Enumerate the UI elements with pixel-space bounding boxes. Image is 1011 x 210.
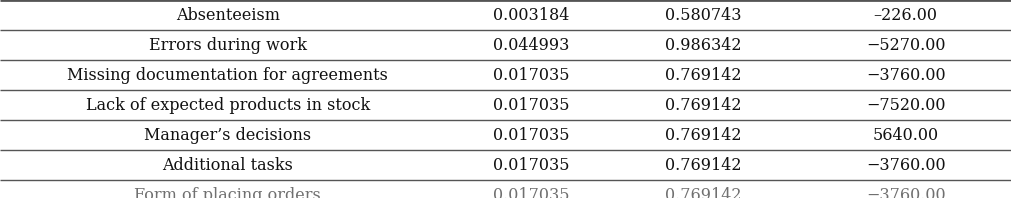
- Text: 0.017035: 0.017035: [492, 186, 569, 203]
- Text: 0.769142: 0.769142: [664, 156, 741, 173]
- Text: 0.769142: 0.769142: [664, 186, 741, 203]
- Text: 0.017035: 0.017035: [492, 126, 569, 143]
- Text: −3760.00: −3760.00: [865, 186, 944, 203]
- Text: 0.986342: 0.986342: [664, 37, 741, 54]
- Text: Missing documentation for agreements: Missing documentation for agreements: [67, 67, 388, 84]
- Text: −7520.00: −7520.00: [865, 97, 944, 113]
- Text: 0.769142: 0.769142: [664, 97, 741, 113]
- Text: 0.017035: 0.017035: [492, 156, 569, 173]
- Text: Lack of expected products in stock: Lack of expected products in stock: [86, 97, 369, 113]
- Text: 0.769142: 0.769142: [664, 67, 741, 84]
- Text: 5640.00: 5640.00: [871, 126, 938, 143]
- Text: 0.044993: 0.044993: [492, 37, 569, 54]
- Text: 0.769142: 0.769142: [664, 126, 741, 143]
- Text: −3760.00: −3760.00: [865, 156, 944, 173]
- Text: Absenteeism: Absenteeism: [176, 7, 279, 24]
- Text: 0.580743: 0.580743: [664, 7, 741, 24]
- Text: Manager’s decisions: Manager’s decisions: [144, 126, 311, 143]
- Text: 0.017035: 0.017035: [492, 97, 569, 113]
- Text: 0.003184: 0.003184: [492, 7, 569, 24]
- Text: −3760.00: −3760.00: [865, 67, 944, 84]
- Text: Form of placing orders: Form of placing orders: [134, 186, 320, 203]
- Text: –226.00: –226.00: [872, 7, 937, 24]
- Text: Additional tasks: Additional tasks: [162, 156, 293, 173]
- Text: 0.017035: 0.017035: [492, 67, 569, 84]
- Text: Errors during work: Errors during work: [149, 37, 306, 54]
- Text: −5270.00: −5270.00: [865, 37, 944, 54]
- Bar: [0, 198, 1011, 210]
